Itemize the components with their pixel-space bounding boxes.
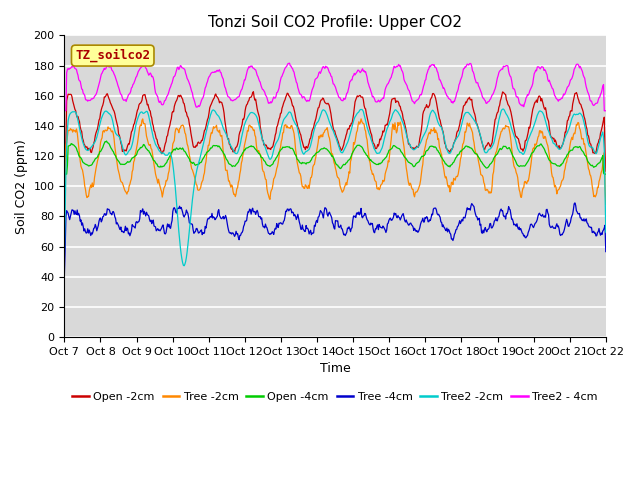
Tree2 -2cm bbox=[500, 106, 508, 112]
Tree -2cm bbox=[602, 202, 610, 207]
Tree -2cm bbox=[70, 128, 78, 134]
Tree -4cm bbox=[70, 212, 78, 217]
Tree2 -2cm bbox=[182, 259, 189, 264]
X-axis label: Time: Time bbox=[320, 362, 351, 375]
Tree -4cm bbox=[181, 212, 189, 218]
Open -4cm bbox=[417, 154, 425, 160]
Line: Tree -4cm: Tree -4cm bbox=[65, 203, 606, 274]
Tree2 -2cm bbox=[61, 252, 68, 257]
Open -4cm bbox=[103, 138, 111, 144]
Tree2 - 4cm bbox=[210, 70, 218, 75]
Line: Tree -2cm: Tree -2cm bbox=[65, 119, 606, 204]
Line: Tree2 - 4cm: Tree2 - 4cm bbox=[65, 63, 606, 111]
Tree -2cm bbox=[210, 124, 218, 130]
Line: Open -4cm: Open -4cm bbox=[65, 141, 606, 174]
Tree2 - 4cm bbox=[181, 67, 189, 73]
Tree -2cm bbox=[357, 116, 365, 122]
Open -2cm bbox=[126, 138, 134, 144]
Text: TZ_soilco2: TZ_soilco2 bbox=[76, 49, 150, 62]
Open -4cm bbox=[70, 143, 78, 148]
Tree2 - 4cm bbox=[70, 64, 78, 70]
Open -4cm bbox=[61, 171, 68, 177]
Open -4cm bbox=[211, 143, 218, 148]
Title: Tonzi Soil CO2 Profile: Upper CO2: Tonzi Soil CO2 Profile: Upper CO2 bbox=[208, 15, 462, 30]
Y-axis label: Soil CO2 (ppm): Soil CO2 (ppm) bbox=[15, 139, 28, 234]
Open -2cm bbox=[602, 168, 610, 174]
Line: Open -2cm: Open -2cm bbox=[65, 92, 606, 171]
Tree -2cm bbox=[417, 171, 425, 177]
Tree -4cm bbox=[417, 221, 424, 227]
Open -2cm bbox=[250, 89, 257, 95]
Tree2 - 4cm bbox=[126, 90, 134, 96]
Tree -4cm bbox=[602, 249, 610, 254]
Open -4cm bbox=[182, 150, 189, 156]
Line: Tree2 -2cm: Tree2 -2cm bbox=[65, 109, 606, 266]
Open -2cm bbox=[61, 168, 68, 174]
Tree -2cm bbox=[61, 202, 68, 207]
Tree2 -2cm bbox=[180, 263, 188, 269]
Open -4cm bbox=[402, 155, 410, 161]
Tree2 -2cm bbox=[417, 138, 425, 144]
Tree -2cm bbox=[402, 157, 410, 163]
Tree -2cm bbox=[126, 181, 134, 187]
Open -2cm bbox=[210, 96, 218, 102]
Tree2 - 4cm bbox=[417, 92, 425, 98]
Tree2 -2cm bbox=[126, 147, 134, 153]
Tree -4cm bbox=[401, 218, 408, 224]
Open -4cm bbox=[127, 158, 134, 164]
Tree -2cm bbox=[181, 130, 189, 136]
Tree2 -2cm bbox=[70, 109, 78, 115]
Tree2 - 4cm bbox=[602, 108, 610, 114]
Tree2 - 4cm bbox=[61, 108, 68, 114]
Tree -4cm bbox=[210, 214, 218, 220]
Open -2cm bbox=[70, 104, 78, 109]
Open -2cm bbox=[417, 128, 425, 133]
Legend: Open -2cm, Tree -2cm, Open -4cm, Tree -4cm, Tree2 -2cm, Tree2 - 4cm: Open -2cm, Tree -2cm, Open -4cm, Tree -4… bbox=[68, 388, 602, 407]
Tree2 -2cm bbox=[602, 229, 610, 235]
Tree -4cm bbox=[571, 200, 579, 206]
Tree2 -2cm bbox=[402, 128, 410, 133]
Tree2 - 4cm bbox=[402, 80, 410, 85]
Open -2cm bbox=[402, 124, 410, 130]
Tree -4cm bbox=[61, 271, 68, 276]
Open -2cm bbox=[181, 104, 189, 110]
Tree2 -2cm bbox=[211, 108, 218, 113]
Open -4cm bbox=[602, 171, 610, 177]
Tree -4cm bbox=[126, 233, 134, 239]
Tree2 - 4cm bbox=[285, 60, 293, 66]
